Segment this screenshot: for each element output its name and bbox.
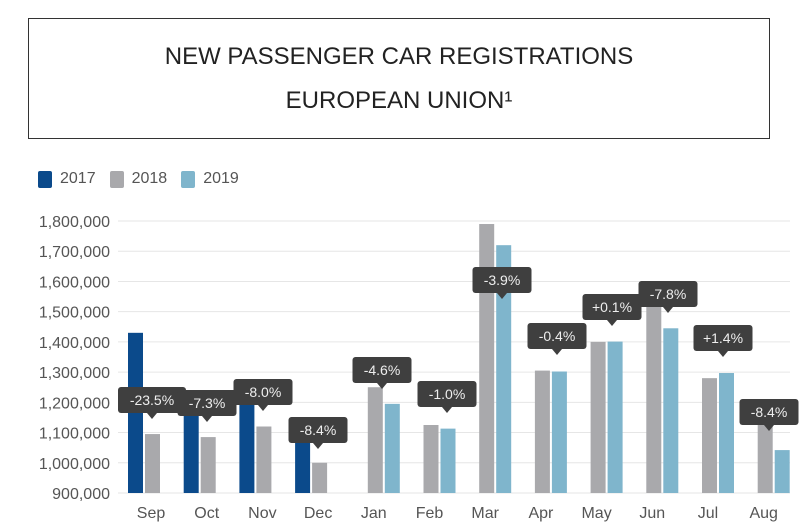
y-tick-label: 1,200,000: [39, 395, 110, 412]
annotation-box: [693, 325, 753, 351]
legend-swatch: [38, 170, 52, 188]
annotation-pointer: [497, 293, 507, 299]
bar-2019-Apr: [551, 371, 567, 493]
annotation-pointer: [202, 416, 212, 422]
bar-2019-Jul: [719, 373, 734, 493]
y-tick-label: 900,000: [52, 486, 110, 503]
legend-item-2019[interactable]: 2019: [181, 170, 239, 188]
annotation-box: [638, 281, 698, 307]
y-tick-label: 1,700,000: [39, 244, 110, 261]
x-tick-label: Apr: [528, 505, 554, 522]
x-tick-label: Aug: [749, 505, 777, 522]
bar-2017-Dec: [295, 435, 311, 493]
title-box: NEW PASSENGER CAR REGISTRATIONS EUROPEAN…: [28, 18, 770, 139]
legend: 2017 2018 2019: [38, 170, 239, 188]
annotation-pointer: [607, 320, 617, 326]
y-tick-label: 1,400,000: [39, 335, 110, 352]
annotation-pointer: [258, 405, 268, 411]
x-tick-label: Feb: [416, 505, 444, 522]
bar-2018-Oct: [200, 437, 216, 493]
x-tick-label: Mar: [471, 505, 499, 522]
legend-label: 2018: [131, 170, 168, 187]
annotation-box: [177, 390, 237, 416]
annotation-label: -8.4%: [300, 422, 337, 438]
annotation-label: -7.3%: [189, 395, 226, 411]
x-tick-label: Jul: [698, 505, 718, 522]
x-tick-label: Jan: [361, 505, 387, 522]
bar-2018-Aug: [757, 421, 773, 493]
y-tick-label: 1,800,000: [39, 214, 110, 231]
bar-2019-May: [607, 341, 623, 493]
annotation-pointer: [147, 413, 157, 419]
annotation-label: -3.9%: [484, 272, 521, 288]
bar-2018-Nov: [256, 426, 272, 493]
y-tick-label: 1,100,000: [39, 426, 110, 443]
title-line-2: EUROPEAN UNION¹: [285, 87, 513, 114]
annotation-pointer: [552, 349, 562, 355]
annotation-box: [527, 323, 587, 349]
annotation-pointer: [663, 307, 673, 313]
annotation-label: -0.4%: [539, 328, 576, 344]
annotation-pointer: [377, 383, 387, 389]
legend-swatch: [109, 170, 124, 188]
bar-2018-Jul: [702, 378, 717, 493]
bar-2018-Feb: [423, 425, 439, 493]
bar-2019-Jan: [384, 403, 400, 493]
legend-label: 2017: [60, 170, 96, 187]
x-tick-label: Dec: [304, 505, 332, 522]
annotation-pointer: [718, 351, 728, 357]
annotation-label: +0.1%: [592, 299, 632, 315]
annotation-label: +1.4%: [703, 330, 743, 346]
y-tick-label: 1,300,000: [39, 365, 110, 382]
x-tick-label: Oct: [194, 505, 219, 522]
annotation-box: [118, 387, 186, 413]
legend-label: 2019: [203, 170, 239, 187]
y-tick-label: 1,000,000: [39, 456, 110, 473]
legend-swatch: [181, 170, 196, 188]
x-tick-label: Nov: [248, 505, 276, 522]
annotation-box: [472, 267, 532, 293]
legend-item-2017[interactable]: 2017: [38, 170, 96, 188]
annotation-box: [233, 379, 293, 405]
bar-2018-Jan: [367, 387, 383, 493]
x-tick-label: Jun: [639, 505, 665, 522]
annotation-label: -1.0%: [429, 386, 466, 402]
x-tick-label: Sep: [137, 505, 166, 522]
bar-2019-Feb: [440, 428, 456, 493]
annotation-label: -8.0%: [245, 384, 282, 400]
bar-2018-May: [590, 341, 606, 493]
annotation-box: [288, 417, 348, 443]
y-tick-label: 1,600,000: [39, 274, 110, 291]
bar-2019-Mar: [496, 245, 512, 493]
bar-2017-Oct: [183, 411, 199, 493]
legend-item-2018[interactable]: 2018: [109, 170, 168, 188]
annotation-label: -23.5%: [130, 392, 174, 408]
annotation-label: -4.6%: [364, 362, 401, 378]
annotation-box: [582, 294, 642, 320]
title-line-1: NEW PASSENGER CAR REGISTRATIONS: [164, 43, 634, 70]
bar-2018-Jun: [646, 299, 662, 493]
bar-2019-Aug: [774, 450, 790, 493]
annotation-pointer: [442, 407, 452, 413]
y-tick-label: 1,500,000: [39, 305, 110, 322]
annotation-box: [739, 399, 799, 425]
annotation-label: -8.4%: [751, 404, 788, 420]
x-tick-label: May: [581, 505, 611, 522]
bar-2019-Jun: [663, 328, 679, 493]
bar-2018-Dec: [312, 462, 328, 493]
annotation-label: -7.8%: [650, 286, 687, 302]
bar-2018-Mar: [479, 224, 495, 493]
annotation-pointer: [313, 443, 323, 449]
bar-2017-Nov: [239, 399, 255, 493]
annotation-pointer: [764, 425, 774, 431]
annotation-box: [352, 357, 412, 383]
annotation-box: [417, 381, 477, 407]
bar-2018-Apr: [534, 370, 550, 493]
bar-2018-Sep: [145, 434, 160, 493]
